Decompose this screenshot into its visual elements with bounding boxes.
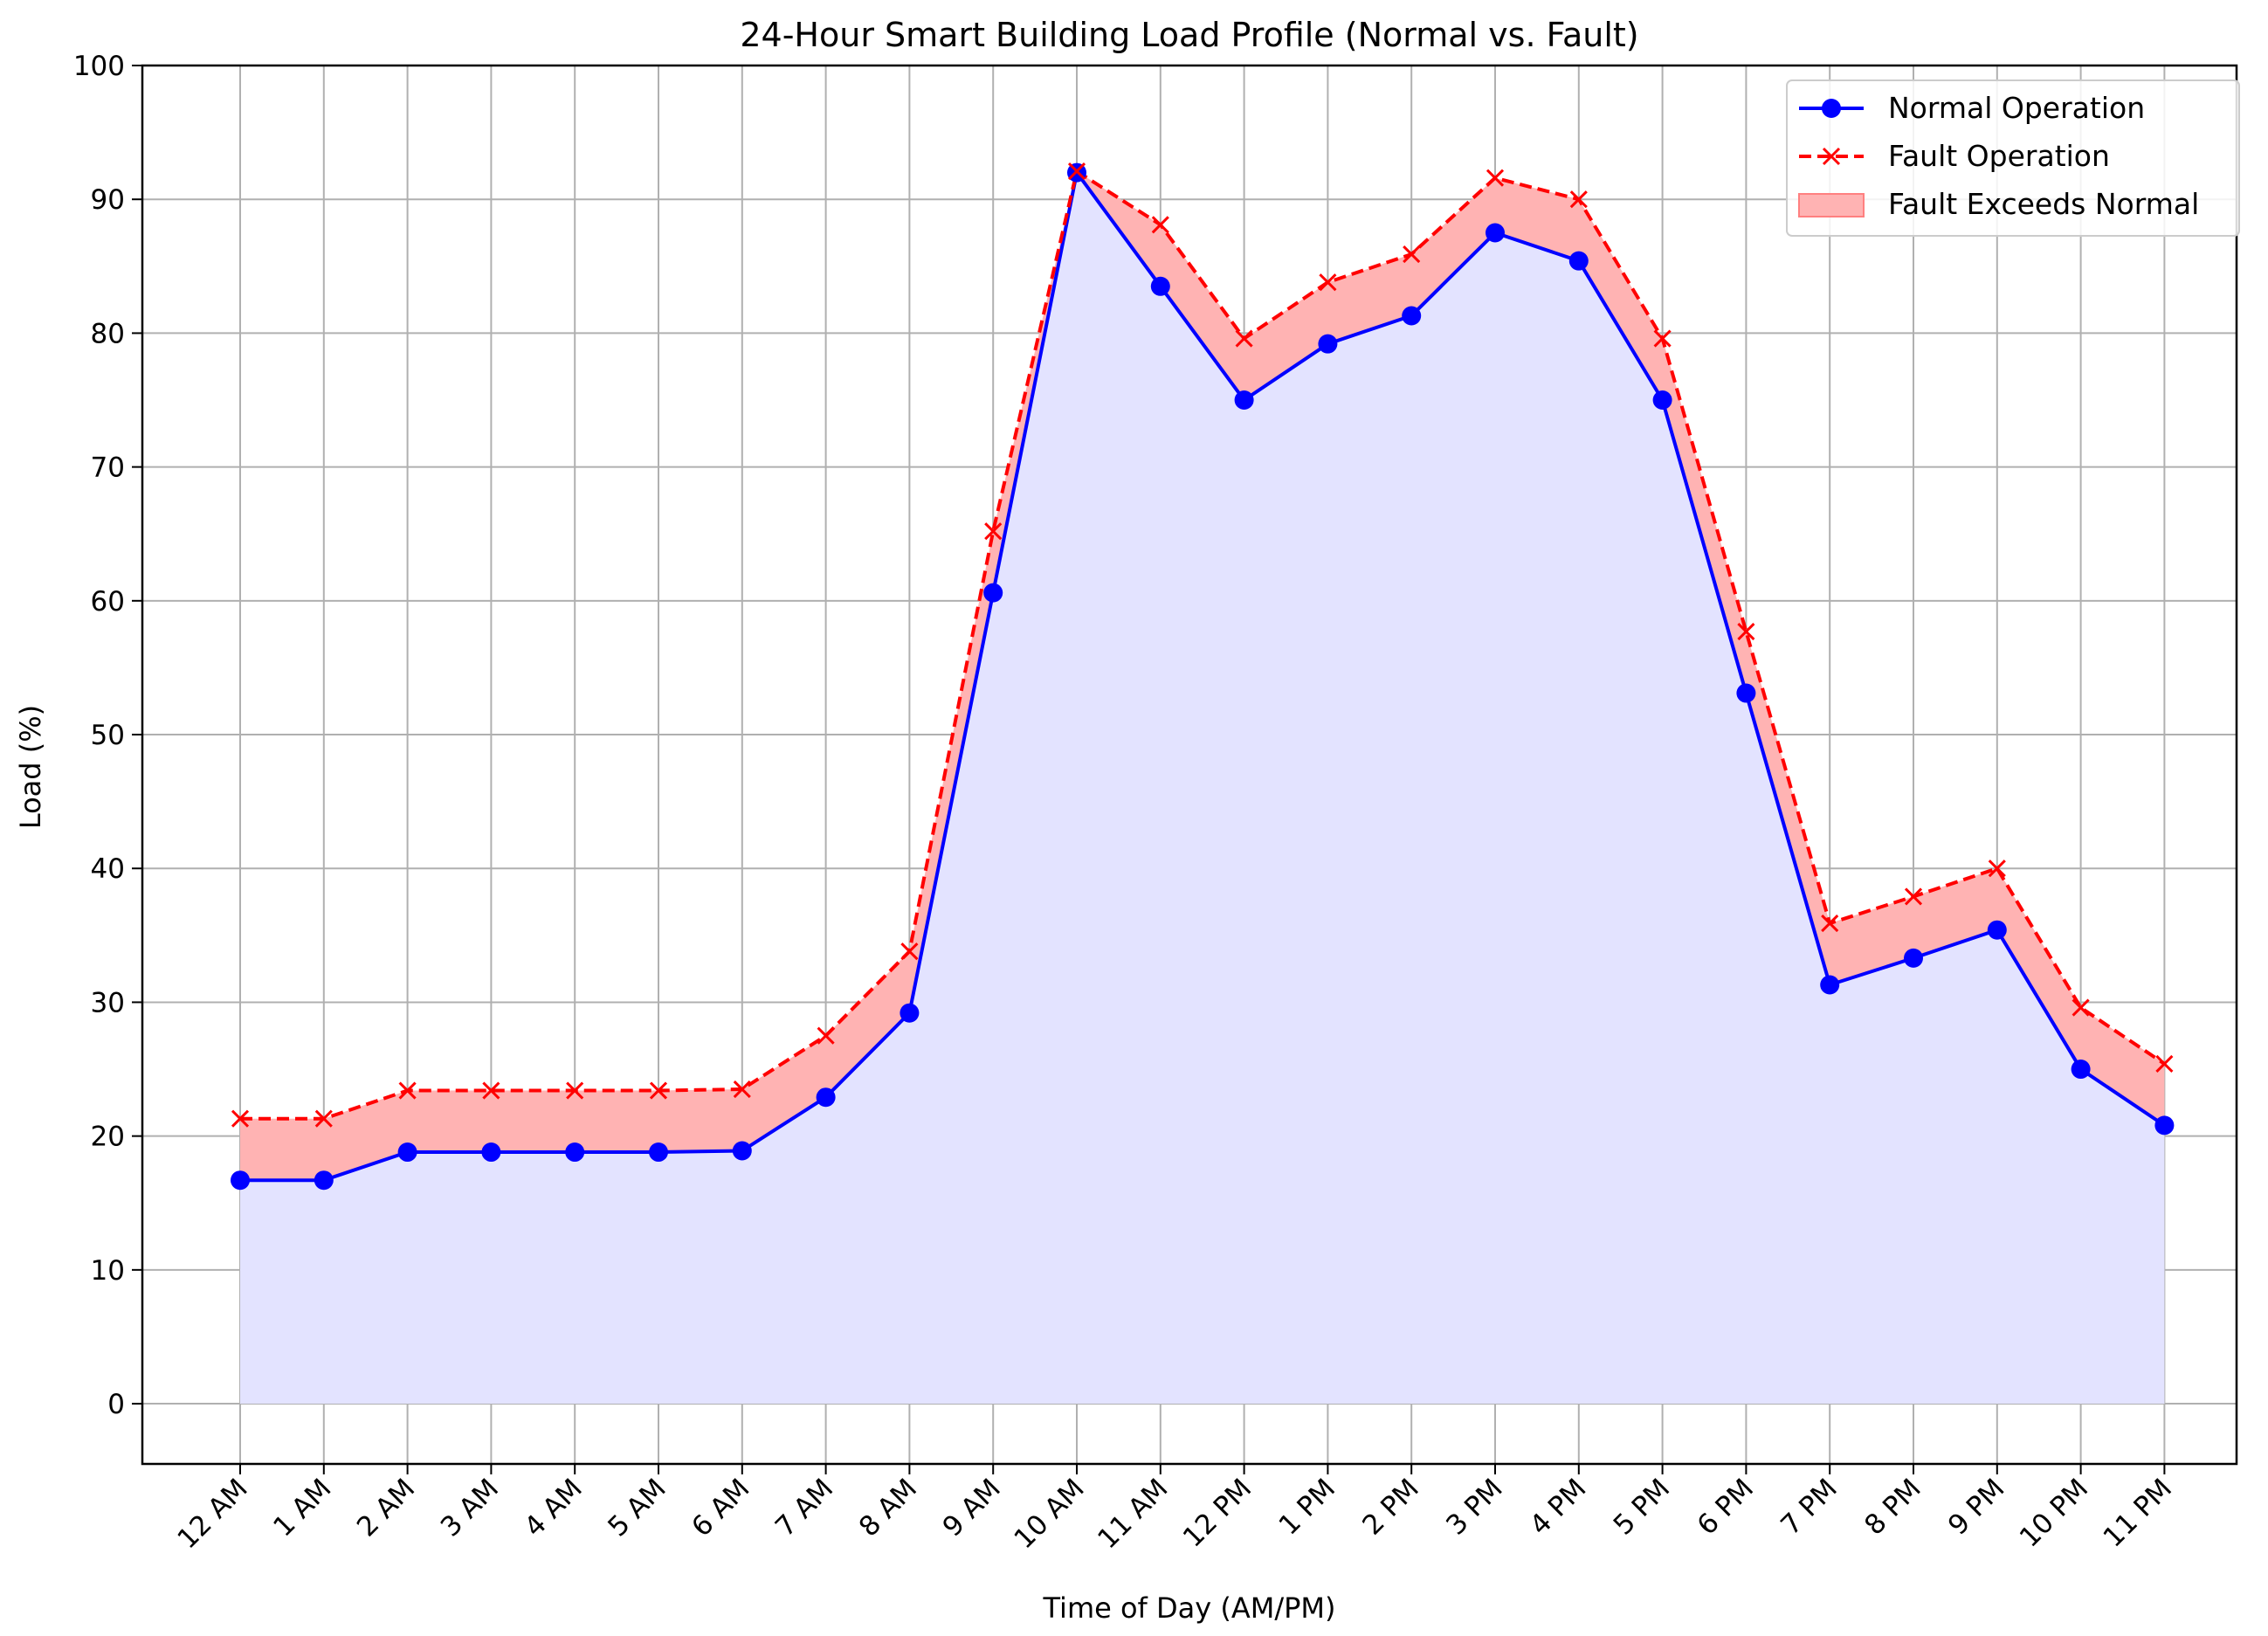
y-tick-label: 40 xyxy=(91,853,125,885)
fault-point xyxy=(1067,162,1086,181)
y-tick-label: 60 xyxy=(91,586,125,618)
legend: Normal Operation Fault Operation Fault E… xyxy=(1786,79,2240,237)
fault-point xyxy=(2155,1054,2174,1073)
fault-point xyxy=(482,1081,500,1100)
normal-point xyxy=(732,1141,752,1161)
fault-point xyxy=(1904,887,1923,906)
normal-point xyxy=(1318,334,1338,354)
legend-normal-label: Normal Operation xyxy=(1888,91,2145,125)
legend-fault-label: Fault Operation xyxy=(1888,139,2110,173)
normal-point xyxy=(649,1142,668,1163)
fault-point xyxy=(1403,245,1421,264)
fault-point xyxy=(1486,169,1505,187)
normal-point xyxy=(1904,948,1923,968)
normal-point xyxy=(983,583,1003,603)
area-fills xyxy=(240,171,2165,1405)
y-axis-label: Load (%) xyxy=(14,705,47,829)
fault-exceeds-fill xyxy=(240,171,2165,1181)
legend-exceed-label: Fault Exceeds Normal xyxy=(1888,187,2199,221)
normal-point xyxy=(397,1142,417,1163)
fault-point xyxy=(733,1080,751,1099)
legend-box xyxy=(1786,79,2240,237)
y-tick-label: 0 xyxy=(107,1389,125,1420)
fault-point xyxy=(817,1026,835,1045)
y-tick-label: 80 xyxy=(91,318,125,349)
fault-point xyxy=(2072,998,2090,1017)
normal-point xyxy=(1234,390,1254,411)
fault-point xyxy=(1988,859,2006,878)
legend-exceed-swatch xyxy=(1798,193,1865,217)
plot-frame xyxy=(141,64,2238,1466)
fault-point xyxy=(1319,273,1337,292)
y-tick-label: 20 xyxy=(91,1122,125,1153)
fault-point xyxy=(1569,190,1588,209)
chart-title: 24-Hour Smart Building Load Profile (Nor… xyxy=(740,16,1638,54)
normal-point xyxy=(900,1003,920,1023)
fault-point xyxy=(1151,216,1169,234)
y-tick-label: 70 xyxy=(91,452,125,484)
fault-point xyxy=(984,522,1003,541)
fault-point xyxy=(1737,622,1755,641)
series-lines xyxy=(240,168,2166,1183)
fault-point xyxy=(1653,329,1672,348)
normal-point xyxy=(1736,683,1756,703)
normal-point xyxy=(481,1142,501,1163)
fault-point xyxy=(649,1081,668,1100)
y-tick-label: 100 xyxy=(73,51,125,82)
normal-point xyxy=(565,1142,585,1163)
normal-point xyxy=(1150,276,1170,296)
normal-point xyxy=(2154,1115,2175,1136)
normal-point xyxy=(1402,306,1422,326)
fault-point xyxy=(231,1109,250,1128)
y-tick-label: 50 xyxy=(91,720,125,751)
series-markers xyxy=(231,162,2175,1191)
legend-normal-marker xyxy=(1822,99,1841,118)
fault-point xyxy=(398,1081,417,1100)
fault-point xyxy=(566,1081,584,1100)
normal-point xyxy=(1568,251,1589,271)
normal-point xyxy=(1486,223,1505,243)
normal-point xyxy=(2071,1060,2091,1080)
fault-point xyxy=(1821,914,1839,933)
normal-operation-line xyxy=(240,168,2166,1183)
normal-point xyxy=(816,1087,836,1108)
normal-point xyxy=(1987,920,2007,940)
x-axis-label: Time of Day (AM/PM) xyxy=(1042,1591,1335,1625)
normal-point xyxy=(231,1170,250,1191)
y-tick-label: 30 xyxy=(91,987,125,1018)
y-tick-label: 10 xyxy=(91,1255,125,1287)
fault-point xyxy=(314,1109,333,1128)
normal-point xyxy=(314,1170,334,1191)
legend-fault-marker xyxy=(1822,147,1841,166)
normal-point xyxy=(1652,390,1672,411)
fault-operation-line xyxy=(240,168,2166,1121)
normal-point xyxy=(1820,975,1840,995)
fault-point xyxy=(1235,329,1253,348)
fault-point xyxy=(900,942,919,961)
normal-area-fill xyxy=(240,172,2165,1405)
y-axis-ticks: 0 10 20 30 40 50 60 70 80 90 100 xyxy=(73,51,142,1420)
y-tick-label: 90 xyxy=(91,184,125,216)
